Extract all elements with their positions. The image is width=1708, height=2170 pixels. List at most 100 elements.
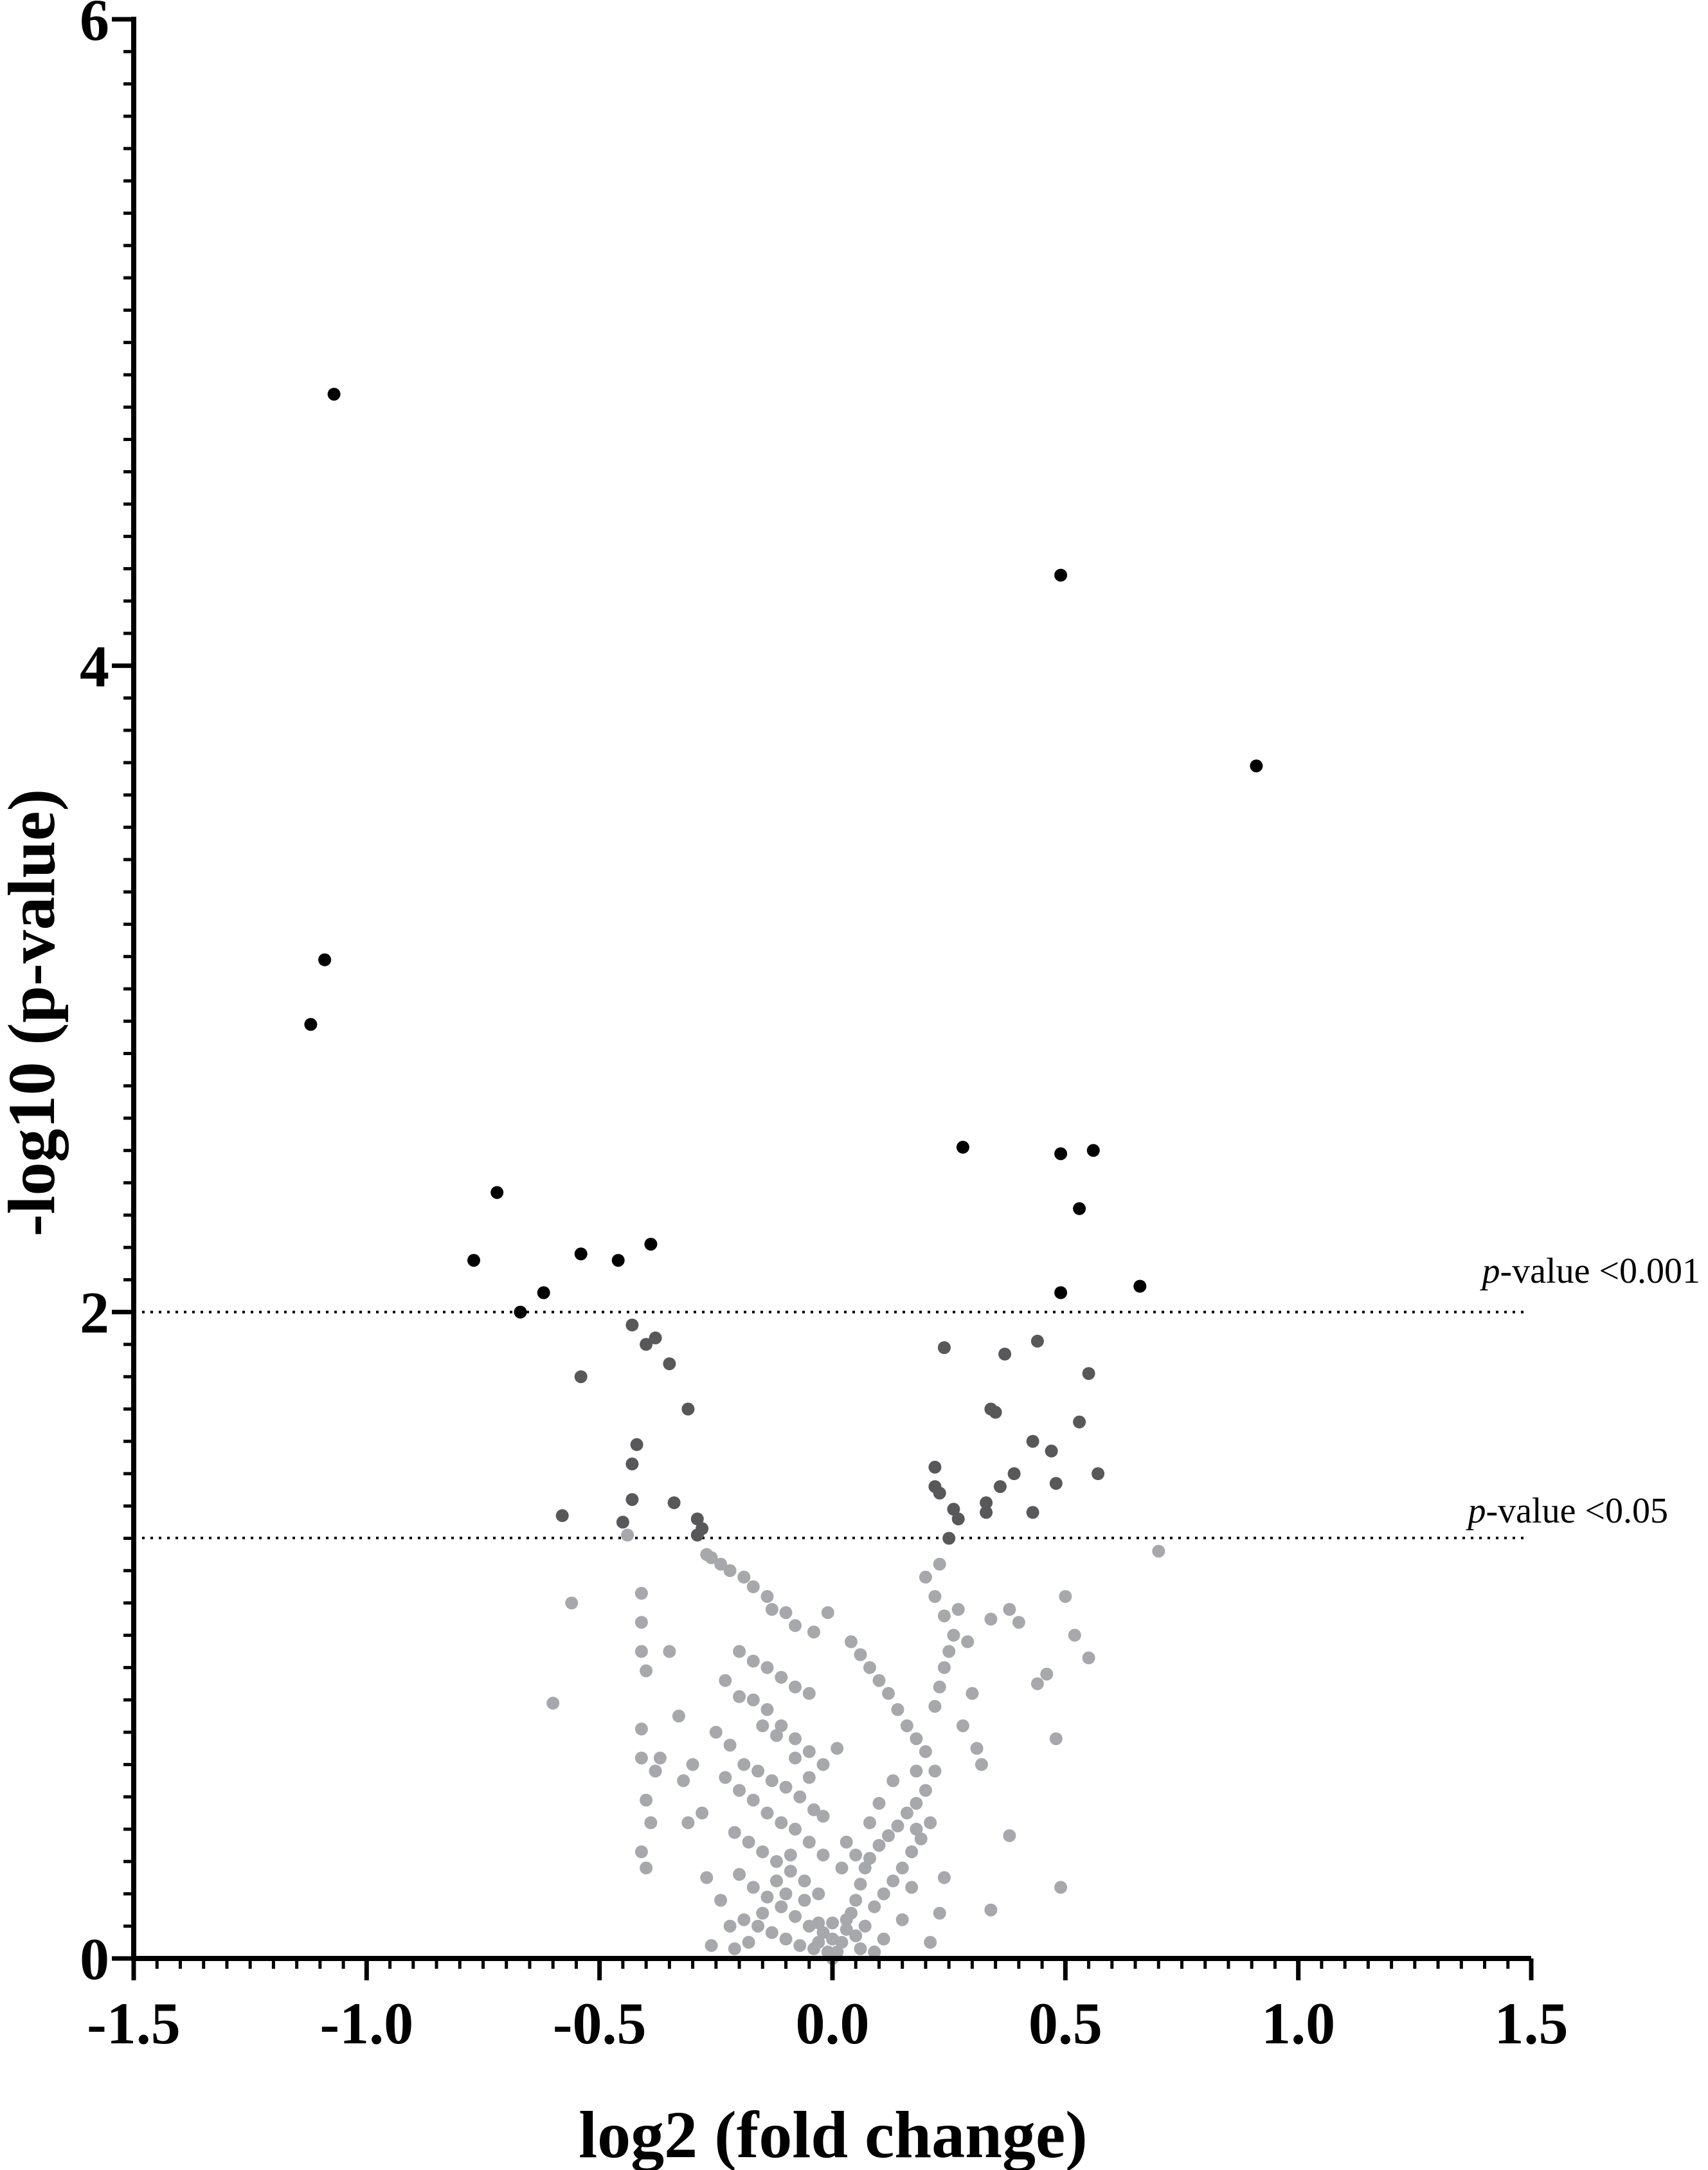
data-point [514,1305,527,1319]
data-point [942,1532,956,1545]
data-point [947,1629,960,1642]
data-point [751,1919,765,1933]
data-point [723,1564,737,1577]
data-point [756,1906,769,1920]
data-point [980,1506,993,1519]
data-point [868,1900,881,1913]
data-point [760,1661,774,1674]
data-point [1152,1544,1165,1558]
data-point [681,1402,695,1416]
data-point [872,1674,886,1687]
data-point [1030,1677,1044,1690]
data-point [723,1739,737,1752]
data-point [1054,568,1068,582]
data-point [886,1774,900,1787]
data-point [1068,1629,1081,1642]
data-point [863,1661,876,1674]
data-point [779,1606,793,1620]
threshold-label-05: p-value <0.05 [1466,1491,1669,1531]
data-point [877,1932,890,1946]
data-point [644,1816,658,1829]
data-point [714,1894,728,1907]
data-point [574,1370,588,1384]
data-point [625,1318,639,1332]
data-point [1250,759,1263,773]
data-point [924,1816,937,1829]
data-point [789,1822,802,1836]
data-point [1073,1202,1086,1215]
data-point [1012,1616,1025,1629]
data-point [863,1852,876,1865]
data-point [910,1822,923,1836]
data-point [914,1832,928,1845]
data-point [937,1661,951,1674]
data-point [681,1816,695,1829]
threshold-lines [134,1310,1524,1540]
data-point [705,1939,718,1952]
data-point [756,1719,769,1733]
data-point [840,1836,853,1849]
data-point [1073,1415,1086,1429]
data-point [919,1745,932,1759]
data-point [467,1254,480,1267]
x-tick-label: 0.5 [1029,1991,1102,2056]
data-point [705,1551,718,1564]
data-point [737,1913,751,1926]
y-tick-labels: 0 2 4 6 [80,0,109,1992]
x-axis-title: log2 (fold change) [579,2098,1088,2170]
y-tick-label: 6 [80,0,109,53]
data-point [895,1913,909,1926]
data-point [1030,1334,1044,1348]
data-point [951,1512,965,1526]
data-point [649,1331,662,1344]
data-point [1007,1467,1021,1480]
data-point [872,1839,886,1852]
data-point [928,1699,942,1713]
data-point [831,1742,844,1755]
data-point [807,1803,820,1816]
data-point [789,1910,802,1923]
data-point [872,1796,886,1810]
data-point [630,1438,643,1451]
data-point [644,1238,658,1251]
data-point [746,1793,760,1807]
data-point [318,953,332,966]
threshold-labels: p-value <0.001 p-value <0.05 [1466,1251,1701,1531]
data-point [663,1645,676,1658]
data-point [812,1916,825,1930]
data-point [928,1590,942,1603]
data-point [933,1680,946,1694]
data-point [1054,1147,1068,1161]
data-point [858,1861,872,1875]
data-point [756,1845,769,1859]
data-point [933,1906,946,1920]
data-point [802,1771,816,1784]
data-point [709,1726,723,1739]
data-point [858,1919,872,1933]
data-point [1082,1367,1095,1380]
data-point [919,1570,932,1584]
data-point [1133,1279,1147,1293]
y-tick-label: 2 [80,1280,109,1346]
data-point [966,1686,979,1700]
data-point [537,1286,550,1299]
data-point [840,1913,853,1926]
data-point [980,1496,993,1510]
data-point [975,1758,988,1771]
data-point [849,1894,863,1907]
data-point [854,1877,867,1891]
data-point [779,1780,793,1794]
data-point [621,1528,634,1542]
data-point [798,1874,811,1888]
data-point [765,1603,778,1616]
data-point [1086,1144,1100,1157]
data-point [835,1861,849,1875]
data-point [733,1645,746,1658]
data-point [900,1719,913,1733]
data-point [910,1764,923,1778]
data-point [775,1719,788,1733]
data-point [784,1865,797,1878]
data-point [304,1018,318,1031]
data-point [714,1557,728,1571]
data-point [802,1745,816,1759]
